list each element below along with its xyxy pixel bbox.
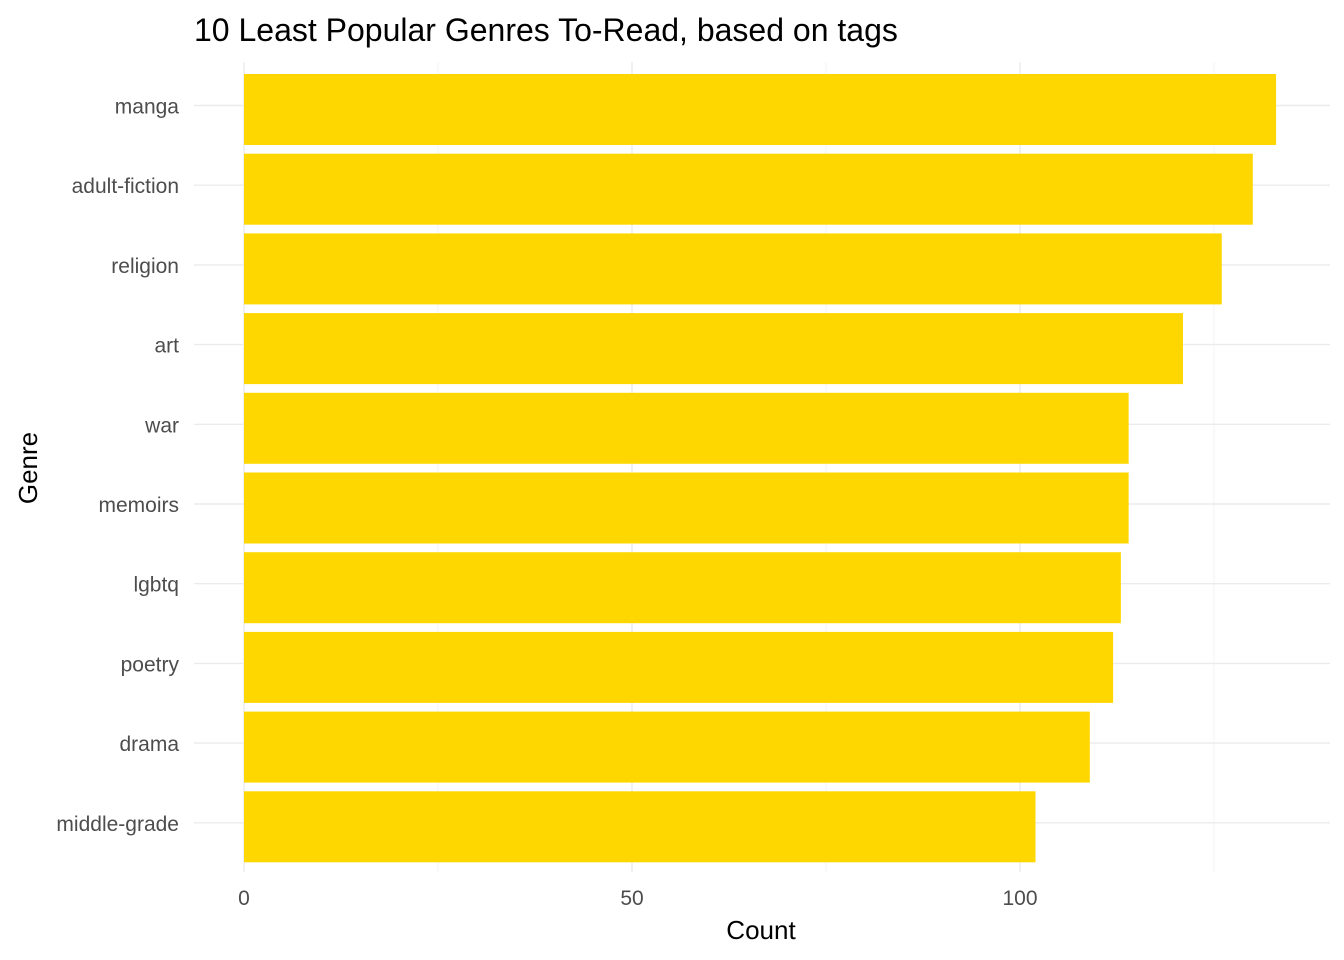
bar-memoirs — [244, 472, 1129, 544]
bar-art — [244, 313, 1183, 385]
y-tick-label: religion — [111, 255, 179, 278]
bar-poetry — [244, 631, 1114, 703]
bar-lgbtq — [244, 552, 1121, 624]
x-axis-title: Count — [726, 915, 796, 945]
bar-religion — [244, 233, 1222, 305]
y-tick-label: drama — [119, 733, 179, 756]
y-tick-label: memoirs — [98, 494, 179, 517]
y-tick-label: poetry — [121, 653, 180, 676]
x-axis-tick-labels: 0 50 100 — [238, 887, 1037, 910]
y-tick-label: lgbtq — [133, 574, 179, 597]
x-tick-label: 0 — [238, 887, 250, 910]
y-tick-label: war — [144, 414, 179, 437]
y-tick-label: manga — [115, 96, 180, 119]
x-tick-label: 50 — [620, 887, 643, 910]
bars — [244, 74, 1277, 863]
bar-middle-grade — [244, 791, 1036, 863]
chart-title: 10 Least Popular Genres To-Read, based o… — [194, 12, 898, 48]
y-tick-label: middle-grade — [56, 813, 179, 836]
y-axis-title: Genre — [13, 432, 43, 504]
bar-adult-fiction — [244, 153, 1253, 225]
x-tick-label: 100 — [1002, 887, 1037, 910]
bar-war — [244, 392, 1129, 464]
y-tick-label: adult-fiction — [72, 175, 179, 198]
bar-manga — [244, 74, 1277, 145]
y-axis-tick-labels: manga adult-fiction religion art war memoirs l… — [56, 96, 179, 836]
y-tick-label: art — [154, 335, 179, 358]
bar-drama — [244, 711, 1090, 783]
